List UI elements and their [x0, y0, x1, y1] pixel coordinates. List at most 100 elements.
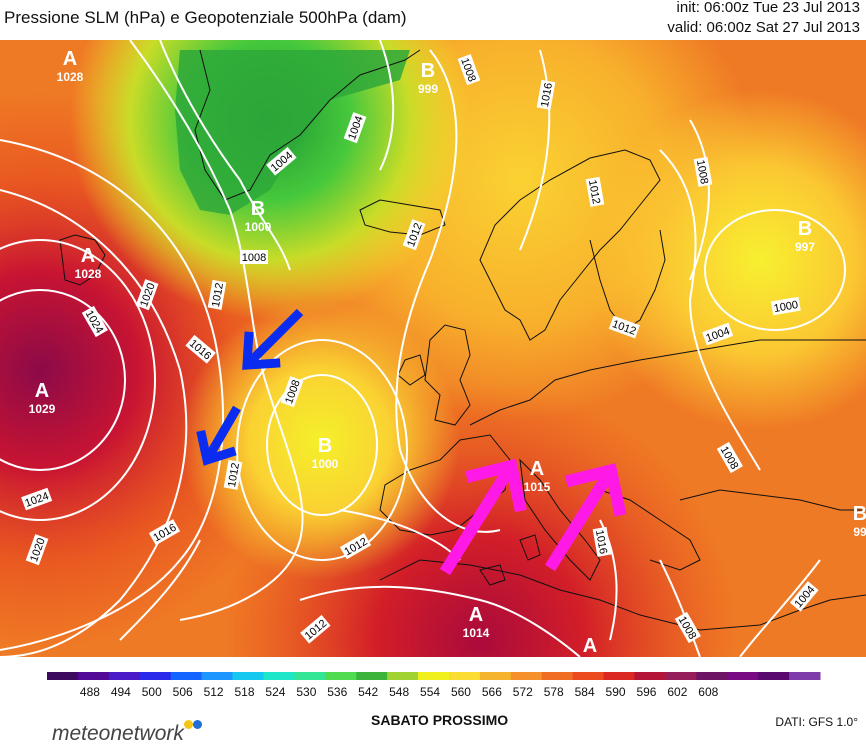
center-symbol: A — [81, 245, 95, 267]
blue-arrow — [242, 308, 304, 370]
scale-swatch — [634, 672, 666, 680]
scale-label: 530 — [296, 685, 316, 699]
scale-swatches — [47, 672, 821, 680]
init-time: init: 06:00z Tue 23 Jul 2013 — [676, 0, 860, 16]
center-symbol: A — [583, 635, 597, 657]
scale-swatch — [263, 672, 295, 680]
center-value: 999 — [418, 82, 438, 96]
scale-swatch — [139, 672, 172, 680]
map-title: Pressione SLM (hPa) e Geopotenziale 500h… — [4, 8, 407, 27]
center-value: 1028 — [57, 70, 84, 84]
scale-swatch — [789, 672, 821, 680]
scale-label: 602 — [667, 685, 687, 699]
scale-swatch — [572, 672, 605, 680]
center-symbol: A — [63, 48, 77, 70]
center-symbol: B — [251, 198, 265, 220]
scale-swatch — [758, 672, 790, 680]
pressure-centers: A 1028 A 1028 A 1029 B 1000 B 1000 B 999… — [29, 48, 866, 657]
isobar-label: 1012 — [226, 462, 242, 488]
scale-swatch — [727, 672, 759, 680]
scale-label: 578 — [544, 685, 564, 699]
center-symbol: B — [318, 435, 332, 457]
field-greenland — [0, 40, 866, 657]
scale-swatch — [170, 672, 203, 680]
center-value: 99 — [853, 525, 866, 539]
data-source: DATI: GFS 1.0° — [775, 715, 858, 729]
scale-swatch — [387, 672, 419, 680]
scale-label: 608 — [698, 685, 718, 699]
pressure-center: A 1015 — [524, 458, 551, 494]
pressure-center: B 997 — [795, 218, 815, 254]
pressure-center: A 1029 — [29, 380, 56, 416]
brand-dot-blue — [192, 720, 202, 729]
scale-swatch — [448, 672, 481, 680]
pressure-center: A 1028 — [57, 48, 84, 84]
brand-name: meteonetwork — [52, 722, 184, 745]
scale-label: 524 — [265, 685, 285, 699]
scale-label: 494 — [111, 685, 131, 699]
isobar-label: 1008 — [242, 252, 266, 264]
scale-label: 518 — [235, 685, 255, 699]
scale-swatch — [294, 672, 326, 680]
scale-swatch — [696, 672, 728, 680]
isobar-label: 1012 — [210, 282, 226, 308]
center-symbol: A — [530, 458, 544, 480]
scale-swatch — [418, 672, 450, 680]
run-info: init: 06:00z Tue 23 Jul 2013 valid: 06:0… — [667, 0, 860, 38]
scale-label: 590 — [606, 685, 626, 699]
scale-swatch — [603, 672, 635, 680]
scale-label: 596 — [636, 685, 656, 699]
scale-label: 566 — [482, 685, 502, 699]
brand-logo: meteonetwork — [52, 720, 202, 746]
center-value: 997 — [795, 240, 815, 254]
scale-label: 584 — [575, 685, 595, 699]
scale-label: 554 — [420, 685, 440, 699]
magenta-arrow — [439, 458, 527, 576]
scale-label: 536 — [327, 685, 347, 699]
center-value: 1015 — [524, 480, 551, 494]
center-symbol: A — [469, 604, 483, 626]
scale-label: 572 — [513, 685, 533, 699]
scale-swatch — [47, 672, 79, 680]
forecast-label: SABATO PROSSIMO — [371, 712, 509, 728]
center-symbol: B — [853, 503, 866, 525]
center-value: 1028 — [75, 267, 102, 281]
scale-labels: 488 494 500 506 512 518 524 530 536 542 548 554 560 5… — [80, 685, 719, 699]
scale-swatch — [201, 672, 234, 680]
scale-label: 512 — [204, 685, 224, 699]
isobar-label: 1000 — [773, 299, 799, 315]
pressure-center: B 999 — [418, 60, 438, 96]
scale-swatch — [541, 672, 574, 680]
center-symbol: B — [798, 218, 812, 240]
valid-time: valid: 06:00z Sat 27 Jul 2013 — [667, 19, 860, 36]
center-value: 1014 — [463, 626, 490, 640]
blue-arrow — [196, 405, 241, 466]
pressure-center: B 1000 — [312, 435, 339, 471]
scale-swatch — [665, 672, 697, 680]
scale-label: 548 — [389, 685, 409, 699]
scale-swatch — [510, 672, 543, 680]
center-symbol: B — [421, 60, 435, 82]
scale-label: 506 — [173, 685, 193, 699]
scale-swatch — [325, 672, 357, 680]
pressure-center: B 99 — [853, 503, 866, 539]
scale-swatch — [77, 672, 110, 680]
magenta-arrow — [544, 463, 627, 572]
brand-dot-yellow — [183, 720, 193, 729]
isobar-label: 1012 — [586, 179, 602, 205]
scale-label: 542 — [358, 685, 378, 699]
pressure-center: A 1014 — [463, 604, 490, 640]
isobar-label: 1016 — [593, 529, 609, 555]
scale-label: 488 — [80, 685, 100, 699]
scale-swatch — [356, 672, 388, 680]
center-symbol: A — [35, 380, 49, 402]
scale-label: 560 — [451, 685, 471, 699]
scale-swatch — [108, 672, 141, 680]
center-value: 1000 — [312, 457, 339, 471]
scale-swatch — [232, 672, 264, 680]
isobar-label: 1008 — [694, 159, 710, 185]
center-value: 1000 — [245, 220, 272, 234]
isobar-label: 1016 — [539, 82, 555, 108]
center-value: 1029 — [29, 402, 56, 416]
pressure-center: A 1028 — [75, 245, 102, 281]
